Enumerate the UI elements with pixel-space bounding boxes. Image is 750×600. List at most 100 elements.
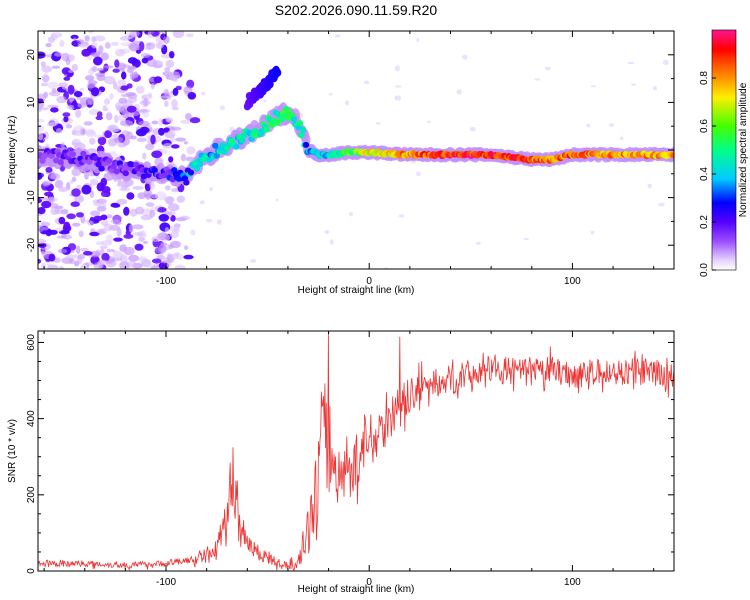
heatmap-noise-blob [68, 69, 74, 73]
heatmap-noise-blob [140, 53, 151, 58]
heatmap-noise-blob [123, 206, 130, 216]
heatmap-noise-blob [123, 233, 134, 239]
heatmap-noise-blob [140, 214, 153, 221]
heatmap-y-tick-label: -20 [26, 238, 37, 253]
heatmap-noise-blob [41, 74, 50, 83]
heatmap-noise-blob [344, 100, 350, 106]
heatmap-noise-blob [48, 91, 61, 97]
heatmap-noise-blob [169, 136, 176, 143]
heatmap-noise-blob [126, 105, 137, 113]
snr-marks [38, 331, 674, 571]
heatmap-noise-blob [87, 220, 94, 226]
heatmap-noise-blob [122, 109, 129, 119]
colorbar-label: Normalized spectral amplitude [738, 82, 749, 217]
heatmap-noise-blob [416, 38, 420, 42]
heatmap-noise-blob [174, 264, 186, 269]
heatmap-noise-blob [426, 120, 431, 124]
heatmap-noise-blob [97, 136, 107, 146]
heatmap-noise-blob [113, 136, 124, 143]
colorbar-tick-label: 0.8 [699, 71, 710, 85]
heatmap-noise-blob [55, 127, 63, 134]
heatmap-noise-blob [164, 185, 171, 191]
snr-x-axis-label: Height of straight line (km) [298, 584, 415, 595]
heatmap-noise-blob [138, 41, 145, 52]
heatmap-noise-blob [136, 137, 148, 142]
heatmap-noise-blob [83, 251, 93, 256]
heatmap-noise-blob [84, 128, 95, 136]
heatmap-noise-blob [38, 225, 45, 232]
heatmap-noise-blob [165, 116, 171, 123]
heatmap-noise-blob [104, 98, 110, 105]
heatmap-noise-blob [50, 34, 58, 41]
heatmap-noise-blob [142, 110, 150, 118]
heatmap-noise-blob [93, 35, 106, 42]
heatmap-noise-blob [398, 214, 405, 218]
heatmap-ridge-cell [122, 170, 129, 177]
heatmap-noise-blob [190, 229, 196, 236]
heatmap-noise-blob [99, 259, 108, 265]
snr-x-ticks: -100 0 100 [43, 331, 655, 588]
colorbar-tick-label: 0.0 [699, 263, 710, 277]
heatmap-noise-blob [183, 254, 194, 260]
heatmap-noise-blob [91, 41, 98, 49]
heatmap-noise-blob [120, 93, 131, 98]
snr-x-tick-label: 0 [366, 577, 372, 588]
heatmap-noise-blob [41, 262, 46, 269]
heatmap-noise-blob [105, 112, 113, 121]
heatmap-noise-blob [151, 120, 159, 125]
colorbar-ticks: 0.0 0.2 0.4 0.6 0.8 [699, 71, 716, 277]
heatmap-noise-blob [168, 244, 174, 249]
heatmap-noise-blob [56, 95, 67, 104]
heatmap-noise-blob [627, 61, 635, 65]
heatmap-ridge-cell [69, 151, 77, 158]
heatmap-noise-blob [57, 248, 68, 254]
heatmap-noise-blob [160, 95, 169, 99]
heatmap-noise-blob [158, 244, 166, 253]
heatmap-y-ticks: -20 -10 0 10 20 [26, 30, 674, 270]
heatmap-x-axis-label: Height of straight line (km) [298, 285, 415, 296]
heatmap-x-tick-label: -100 [156, 276, 176, 287]
heatmap-noise-blob [158, 117, 163, 127]
heatmap-ridge-cell [263, 126, 270, 133]
heatmap-noise-blob [113, 221, 122, 225]
heatmap-noise-blob [96, 67, 104, 72]
heatmap-ridge-cell [193, 165, 201, 172]
heatmap-x-tick-label: 0 [366, 276, 372, 287]
heatmap-noise-blob [328, 92, 333, 96]
heatmap-noise-blob [544, 66, 551, 71]
colorbar-tick-label: 0.6 [699, 119, 710, 133]
heatmap-ridge-cell [205, 156, 213, 163]
heatmap-ridge-cell [113, 168, 120, 175]
heatmap-noise-blob [128, 65, 137, 71]
heatmap-noise-blob [151, 236, 161, 242]
heatmap-noise-blob [662, 59, 669, 66]
heatmap-noise-blob [109, 93, 114, 100]
heatmap-noise-blob [93, 56, 103, 66]
heatmap-noise-blob [38, 258, 42, 264]
heatmap-noise-blob [658, 202, 665, 207]
heatmap-x-ticks: -100 0 100 [43, 31, 655, 287]
heatmap-noise-blob [76, 184, 81, 190]
heatmap-noise-blob [101, 252, 110, 262]
heatmap-noise-blob [142, 152, 147, 160]
heatmap-noise-blob [45, 43, 52, 48]
heatmap-noise-blob [47, 104, 59, 109]
heatmap-noise-blob [126, 192, 135, 200]
heatmap-noise-blob [129, 72, 139, 79]
snr-panel: -100 0 100 0 200 400 600 Height of straight l… [7, 330, 675, 595]
heatmap-noise-blob [85, 75, 95, 81]
heatmap-noise-blob [63, 221, 71, 232]
heatmap-noise-blob [71, 130, 84, 136]
heatmap-noise-blob [71, 188, 81, 197]
heatmap-noise-blob [168, 253, 179, 260]
heatmap-noise-blob [172, 87, 179, 96]
heatmap-noise-blob [469, 127, 476, 132]
heatmap-noise-blob [146, 42, 151, 47]
heatmap-noise-blob [48, 229, 58, 235]
heatmap-noise-blob [534, 78, 540, 81]
heatmap-noise-blob [114, 48, 126, 57]
heatmap-noise-blob [187, 92, 197, 100]
heatmap-noise-blob [38, 207, 46, 215]
heatmap-noise-blob [415, 171, 421, 177]
heatmap-noise-blob [175, 137, 187, 142]
